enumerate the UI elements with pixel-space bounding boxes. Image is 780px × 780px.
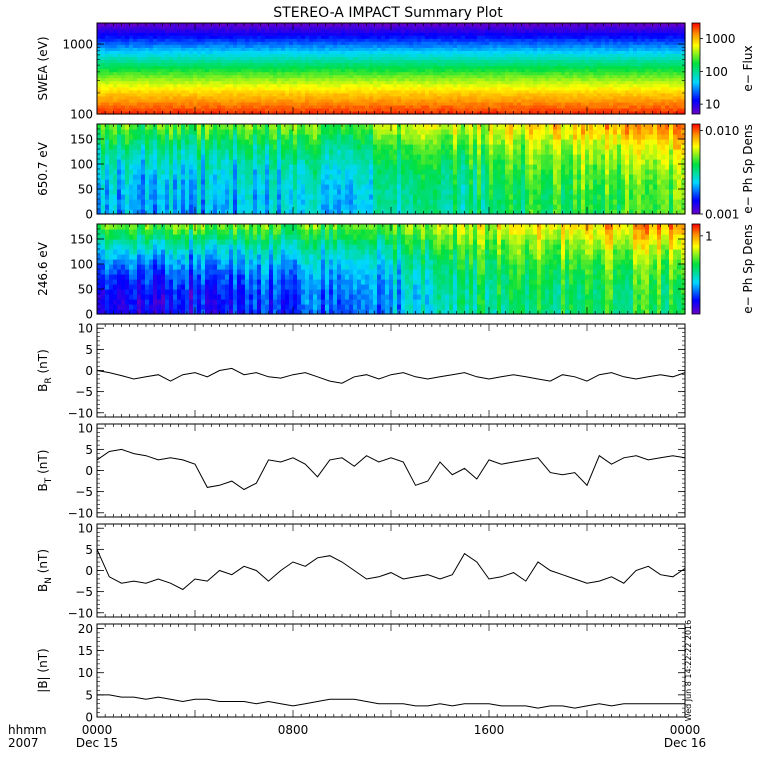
y-tick-label: 10 bbox=[78, 666, 93, 680]
y-tick-label: 0 bbox=[85, 308, 93, 322]
y-tick-label: −5 bbox=[75, 385, 93, 399]
time-tick-label: 0000 bbox=[670, 723, 701, 737]
y-tick-label: 50 bbox=[78, 183, 93, 197]
colorbar-tick-label: 100 bbox=[705, 65, 728, 79]
y-tick-label: 50 bbox=[78, 283, 93, 297]
y-axis-label: SWEA (eV) bbox=[36, 36, 50, 100]
colorbar-tick-label: 1 bbox=[705, 229, 713, 243]
panel-frame bbox=[96, 323, 686, 418]
y-tick-label: 0 bbox=[85, 564, 93, 578]
y-tick-label: 0 bbox=[85, 711, 93, 725]
y-axis-label-unit: (nT) bbox=[36, 450, 50, 478]
panel-frame bbox=[96, 423, 686, 518]
y-tick-label: 0 bbox=[85, 364, 93, 378]
y-tick-label: −5 bbox=[75, 585, 93, 599]
plot-title: STEREO-A IMPACT Summary Plot bbox=[273, 5, 503, 21]
colorbar bbox=[691, 223, 701, 315]
panel-frame bbox=[96, 523, 686, 618]
y-axis-label-unit: (nT) bbox=[36, 349, 50, 377]
time-axis-unit-label: hhmm bbox=[8, 723, 47, 737]
y-axis-label: BN (nT) bbox=[36, 549, 54, 592]
y-tick-label: −10 bbox=[68, 406, 93, 420]
generation-stamp: Wed Jun 8 14:22:22 2016 bbox=[684, 620, 693, 722]
panel-5: −10 −5 0 5 10 BT (nT) bbox=[36, 422, 686, 520]
y-axis-label: BT (nT) bbox=[36, 450, 54, 492]
heatmap-cells bbox=[97, 124, 686, 215]
panel-3: 1 e− Ph Sp Dens 0 50 100 150 246.6 eV bbox=[36, 223, 755, 322]
y-axis-label-unit: (nT) bbox=[36, 549, 50, 577]
y-axis-label-sub: T bbox=[44, 477, 54, 484]
colorbar-label: e− Flux bbox=[741, 45, 755, 91]
y-tick-label: −10 bbox=[68, 606, 93, 620]
y-axis-label-sub: N bbox=[44, 577, 54, 584]
colorbar-label: e− Ph Sp Dens bbox=[741, 224, 755, 313]
y-axis-label: |B| (nT) bbox=[36, 648, 50, 692]
y-tick-label: 5 bbox=[85, 443, 93, 457]
colorbar bbox=[691, 22, 701, 115]
y-tick-label: 100 bbox=[70, 108, 93, 122]
colorbar-tick-label: 0.010 bbox=[705, 124, 739, 138]
series-line bbox=[96, 448, 686, 491]
panel-6: −10 −5 0 5 10 BN (nT) bbox=[36, 522, 686, 620]
colorbar-tick-label: 0.001 bbox=[705, 208, 739, 222]
panel-7: 0 5 10 15 20 |B| (nT) bbox=[36, 622, 686, 725]
y-tick-label: 10 bbox=[78, 522, 93, 536]
series-line bbox=[97, 694, 685, 709]
y-tick-label: 1000 bbox=[62, 38, 93, 52]
time-tick-date: Dec 15 bbox=[76, 736, 118, 750]
y-tick-label: 5 bbox=[85, 343, 93, 357]
y-axis-label: 650.7 eV bbox=[36, 141, 50, 196]
series-line bbox=[96, 367, 686, 384]
time-tick-label: 0000 bbox=[82, 723, 113, 737]
y-tick-label: −10 bbox=[68, 506, 93, 520]
colorbar-label: e− Ph Sp Dens bbox=[741, 124, 755, 213]
y-tick-label: −5 bbox=[75, 485, 93, 499]
y-tick-label: 0 bbox=[85, 464, 93, 478]
heatmap-cells bbox=[97, 23, 686, 115]
time-tick-label: 1600 bbox=[474, 723, 505, 737]
y-tick-label: 10 bbox=[78, 422, 93, 436]
panel-4: −10 −5 0 5 10 BR (nT) bbox=[36, 322, 686, 420]
y-tick-label: 150 bbox=[70, 133, 93, 147]
y-axis-label-sub: R bbox=[44, 377, 54, 383]
y-tick-label: 20 bbox=[78, 622, 93, 636]
y-tick-label: 15 bbox=[78, 644, 93, 658]
y-tick-label: 10 bbox=[78, 322, 93, 336]
y-tick-label: 5 bbox=[85, 543, 93, 557]
colorbar-tick-label: 10 bbox=[705, 98, 720, 112]
y-axis-label: 246.6 eV bbox=[36, 241, 50, 296]
y-tick-label: 100 bbox=[70, 158, 93, 172]
y-tick-label: 100 bbox=[70, 258, 93, 272]
panel-frame bbox=[96, 623, 686, 718]
y-axis-label-main: B bbox=[36, 384, 50, 392]
panel-2: 0.001 0.010 e− Ph Sp Dens 0 50 100 150 650.7 eV bbox=[36, 123, 755, 222]
y-tick-label: 150 bbox=[70, 233, 93, 247]
time-axis-year-label: 2007 bbox=[8, 736, 39, 750]
heatmap-cells bbox=[97, 224, 686, 315]
time-tick-label: 0800 bbox=[278, 723, 309, 737]
series-line bbox=[96, 549, 686, 591]
y-axis-label-main: B bbox=[36, 483, 50, 491]
colorbar-tick-label: 1000 bbox=[705, 32, 736, 46]
y-axis-label: BR (nT) bbox=[36, 349, 54, 392]
y-tick-label: 5 bbox=[85, 688, 93, 702]
time-tick-date: Dec 16 bbox=[664, 736, 706, 750]
y-axis-label-main: B bbox=[36, 584, 50, 592]
colorbar bbox=[691, 123, 701, 215]
y-axis-label-main: |B| (nT) bbox=[36, 648, 50, 692]
y-tick-label: 0 bbox=[85, 208, 93, 222]
panel-1: 10 100 1000 e− Flux 100 1000 SWEA (eV) bbox=[36, 22, 755, 122]
